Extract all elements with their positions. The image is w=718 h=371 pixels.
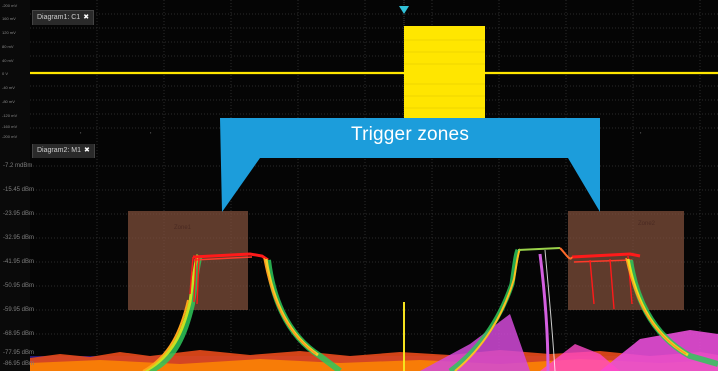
- y-tick: -59.95 dBm: [3, 307, 35, 313]
- x-tick-mark: ▪: [80, 130, 82, 135]
- zone-label: Zone2: [638, 221, 656, 227]
- y-tick: 120 mV: [2, 30, 16, 35]
- tab-label: Diagram1: C1: [37, 14, 81, 21]
- y-tick: -200 mV: [2, 134, 18, 139]
- zone-label: Zone1: [174, 225, 192, 231]
- y-tick: -15.45 dBm: [3, 187, 35, 193]
- tab-label: Diagram2: M1: [37, 147, 81, 154]
- diagram1-y-axis: -200 mV 160 mV 120 mV 80 mV 40 mV 0 V -4…: [0, 0, 30, 144]
- y-tick: 40 mV: [2, 58, 14, 63]
- x-tick-mark: ▪: [640, 130, 642, 135]
- trigger-marker-icon: [399, 6, 409, 14]
- y-tick: 160 mV: [2, 16, 16, 21]
- y-tick: -40 mV: [2, 85, 15, 90]
- spectrum-trace: [30, 247, 718, 371]
- y-tick: -200 mV: [2, 3, 18, 8]
- y-tick: -7.2 mdBm: [3, 163, 33, 169]
- y-tick: -23.95 dBm: [3, 211, 35, 217]
- tab-diagram2[interactable]: Diagram2: M1 ✖: [32, 144, 95, 158]
- tab-diagram1[interactable]: Diagram1: C1 ✖: [32, 10, 95, 25]
- y-tick: -80 mV: [2, 99, 15, 104]
- y-tick: -120 mV: [2, 113, 18, 118]
- y-tick: -86.95 dBm: [3, 361, 35, 367]
- y-tick: -68.95 dBm: [3, 331, 35, 337]
- close-icon[interactable]: ✖: [83, 14, 90, 21]
- x-tick-mark: ▪: [150, 130, 152, 135]
- y-tick: -50.95 dBm: [3, 283, 35, 289]
- y-tick: -160 mV: [2, 124, 18, 129]
- y-tick: -41.95 dBm: [3, 259, 35, 265]
- diagram2-y-axis: -7.2 mdBm -15.45 dBm -23.95 dBm -32.95 d…: [0, 144, 34, 371]
- y-tick: 80 mV: [2, 44, 14, 49]
- diagram1-trace: [30, 6, 718, 118]
- y-tick: 0 V: [2, 71, 9, 76]
- close-icon[interactable]: ✖: [83, 147, 90, 154]
- trigger-zones-callout-label-box: Trigger zones: [220, 118, 600, 158]
- y-tick: -77.95 dBm: [3, 350, 35, 356]
- y-tick: -32.95 dBm: [3, 235, 35, 241]
- callout-title: Trigger zones: [350, 124, 470, 145]
- trigger-zone-1[interactable]: Zone1: [128, 211, 248, 310]
